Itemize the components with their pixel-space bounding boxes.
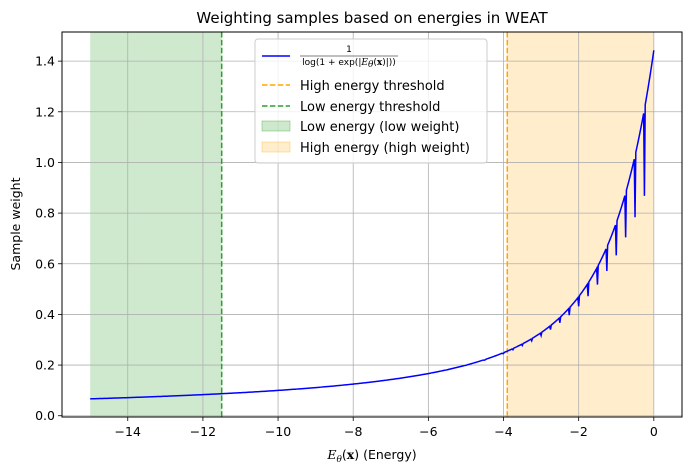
legend-den-pre: log(1 + exp(|	[302, 58, 361, 68]
low-energy-region	[90, 32, 222, 417]
x-tick-label-2: −10	[265, 424, 291, 439]
y-axis: 0.0 0.2 0.4 0.6 0.8 1.0 1.2 1.4	[35, 54, 62, 423]
x-axis-label-sub: θ	[336, 455, 342, 465]
x-axis-label-var: E	[326, 447, 336, 462]
legend-high-region-label: High energy (high weight)	[300, 141, 470, 156]
legend-high-threshold-label: High energy threshold	[300, 79, 445, 94]
legend-box	[254, 38, 488, 164]
x-axis-label-open: (	[342, 447, 347, 462]
y-tick-label-7: 1.4	[35, 54, 55, 69]
y-tick-label-0: 0.0	[35, 408, 55, 423]
legend-den-post: )|))	[382, 58, 396, 68]
x-axis-label: Eθ(x) (Energy)	[326, 447, 416, 465]
legend-den-e: E	[360, 58, 368, 68]
high-energy-region	[507, 32, 654, 417]
legend-curve-denominator: log(1 + exp(|Eθ(x)|))	[302, 58, 396, 70]
weight-curve	[90, 50, 655, 400]
y-tick-label-6: 1.2	[35, 104, 55, 119]
legend-den-sub: θ	[368, 60, 374, 70]
y-tick-label-3: 0.6	[35, 256, 55, 271]
y-tick-label-4: 0.8	[35, 206, 55, 221]
legend-low-region-label: Low energy (low weight)	[300, 120, 459, 135]
x-tick-label-3: −8	[344, 424, 362, 439]
x-tick-label-0: −14	[115, 424, 141, 439]
x-tick-label-6: −2	[569, 424, 587, 439]
x-tick-label-4: −6	[419, 424, 437, 439]
y-axis-label: Sample weight	[8, 177, 23, 270]
x-axis-label-bold: x	[347, 447, 355, 462]
y-tick-label-5: 1.0	[35, 155, 55, 170]
x-axis: −14 −12 −10 −8 −6 −4 −2 0	[115, 417, 658, 439]
x-tick-label-7: 0	[650, 424, 658, 439]
legend-den-x: x	[377, 58, 383, 68]
plot-frame	[61, 31, 683, 418]
y-tick-label-2: 0.4	[35, 307, 55, 322]
x-tick-label-1: −12	[190, 424, 216, 439]
legend-low-threshold-label: Low energy threshold	[300, 100, 440, 115]
legend-den-open: (	[373, 58, 377, 68]
legend: 1 log(1 + exp(|Eθ(x)|)) High energy thre…	[254, 38, 488, 164]
x-tick-label-5: −4	[494, 424, 512, 439]
x-axis-label-suffix: (Energy)	[359, 447, 417, 462]
legend-curve-numerator: 1	[346, 45, 352, 55]
legend-high-region-swatch	[261, 141, 291, 153]
x-axis-label-close: )	[354, 447, 359, 462]
legend-low-region-swatch	[261, 120, 291, 132]
y-tick-label-1: 0.2	[35, 358, 55, 373]
chart-title: Weighting samples based on energies in W…	[196, 9, 548, 27]
